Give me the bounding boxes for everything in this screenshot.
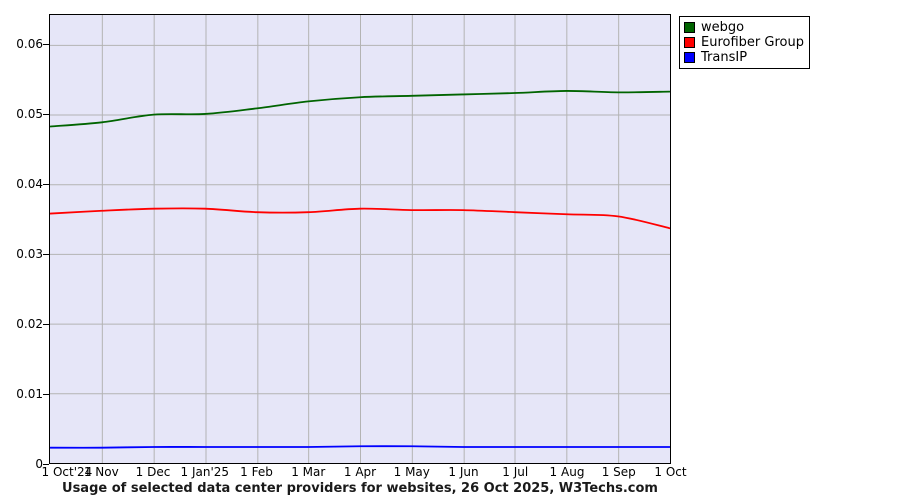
chart-caption: Usage of selected data center providers … bbox=[62, 481, 658, 496]
x-tick-label: 1 Nov bbox=[83, 465, 119, 479]
plot-svg bbox=[50, 15, 670, 463]
legend-swatch-icon bbox=[684, 37, 695, 48]
legend-label: webgo bbox=[701, 20, 745, 35]
plot-area bbox=[49, 14, 671, 464]
legend-swatch-icon bbox=[684, 52, 695, 63]
y-tick-label: 0.02 bbox=[16, 317, 43, 332]
x-tick-label: 1 Feb bbox=[240, 465, 273, 479]
chart-legend: webgo Eurofiber Group TransIP bbox=[679, 16, 810, 69]
x-tick-label: 1 Sep bbox=[601, 465, 636, 479]
x-tick-label: 1 Jun bbox=[448, 465, 479, 479]
x-tick-label: 1 Aug bbox=[549, 465, 585, 479]
y-tick-mark bbox=[43, 254, 49, 256]
x-tick-label: 1 May bbox=[393, 465, 430, 479]
y-tick-label: 0.05 bbox=[16, 107, 43, 122]
x-tick-label: 1 Jan'25 bbox=[180, 465, 230, 479]
y-tick-mark bbox=[43, 324, 49, 326]
legend-item: TransIP bbox=[684, 50, 804, 65]
legend-label: Eurofiber Group bbox=[701, 35, 804, 50]
x-tick-label: 1 Oct bbox=[654, 465, 687, 479]
legend-item: Eurofiber Group bbox=[684, 35, 804, 50]
y-tick-label: 0.01 bbox=[16, 387, 43, 401]
y-tick-label: 0.03 bbox=[16, 247, 43, 262]
series-line-webgo bbox=[50, 90, 670, 128]
legend-item: webgo bbox=[684, 20, 804, 35]
y-tick-mark bbox=[43, 464, 49, 465]
x-tick-label: 1 Apr bbox=[343, 465, 377, 479]
y-tick-label: 0.06 bbox=[16, 37, 43, 52]
x-tick-label: 1 Oct'24 bbox=[41, 465, 93, 479]
y-tick-label: 0.04 bbox=[16, 177, 43, 192]
legend-label: TransIP bbox=[701, 50, 748, 65]
legend-swatch-icon bbox=[684, 22, 695, 33]
y-tick-mark bbox=[43, 184, 49, 186]
x-tick-label: 1 Mar bbox=[291, 465, 326, 479]
series-line-eurofiber-group bbox=[50, 207, 670, 230]
x-tick-label: 1 Dec bbox=[135, 465, 171, 479]
y-tick-mark bbox=[43, 44, 49, 46]
y-tick-label: 0 bbox=[35, 457, 43, 471]
y-axis: 0 0.01 0.02 0.03 0.04 0.05 0.06 bbox=[0, 0, 49, 500]
series-line-transip bbox=[50, 445, 670, 449]
y-tick-mark bbox=[43, 394, 49, 395]
y-tick-mark bbox=[43, 114, 49, 116]
x-tick-label: 1 Jul bbox=[502, 465, 529, 479]
